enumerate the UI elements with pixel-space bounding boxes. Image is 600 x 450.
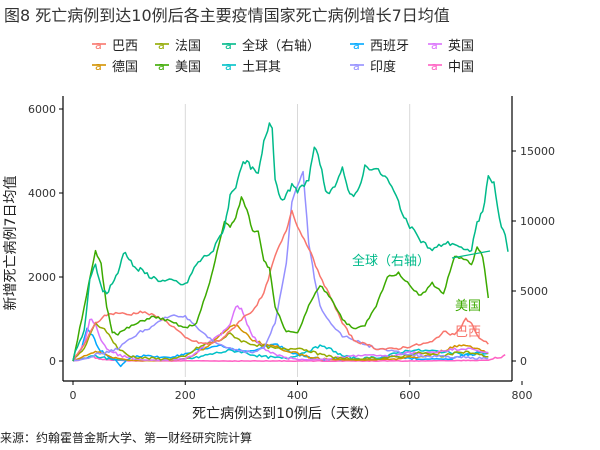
legend-glyph-india: a bbox=[353, 60, 360, 73]
series-line-usa bbox=[72, 196, 490, 362]
y-right-tick-label-10000: 10000 bbox=[520, 215, 555, 228]
legend: a 巴西 a 法国 a 全球（右轴） a 西班牙 a 英国 a 德国 a 美国 a 土耳其 a 印度 a 中国 bbox=[92, 38, 474, 75]
annotation-leader-global bbox=[451, 250, 491, 259]
annotation-usa: 美国 bbox=[455, 299, 481, 314]
y-left-tick-label-2000: 2000 bbox=[28, 271, 56, 284]
legend-label-turkey: 土耳其 bbox=[242, 60, 281, 75]
chart-title: 图8 死亡病例到达10例后各主要疫情国家死亡病例增长7日均值 bbox=[4, 6, 450, 25]
legend-glyph-france: a bbox=[158, 39, 165, 52]
legend-item-france: a 法国 bbox=[155, 39, 201, 54]
legend-item-turkey: a 土耳其 bbox=[222, 60, 281, 75]
x-axis-title: 死亡病例达到10例后（天数） bbox=[192, 406, 378, 422]
legend-item-india: a 印度 bbox=[350, 59, 396, 75]
axes: 0 200 400 600 800 0 2000 4000 6000 0 5000 10000 1500… bbox=[3, 96, 555, 422]
legend-label-global: 全球（右轴） bbox=[242, 38, 320, 54]
series-line-global bbox=[72, 122, 509, 361]
series-line-spain bbox=[72, 327, 489, 368]
y-left-tick-label-4000: 4000 bbox=[28, 187, 56, 200]
legend-label-germany: 德国 bbox=[112, 60, 138, 75]
legend-label-uk: 英国 bbox=[448, 39, 474, 54]
series-layer bbox=[72, 122, 509, 368]
y-right-tick-label-0: 0 bbox=[520, 355, 527, 368]
x-tick-label-600: 600 bbox=[399, 389, 420, 402]
y-left-tick-label-6000: 6000 bbox=[28, 103, 56, 116]
series-line-brazil bbox=[72, 209, 489, 362]
legend-glyph-turkey: a bbox=[225, 60, 232, 73]
legend-label-brazil: 巴西 bbox=[112, 39, 138, 54]
legend-glyph-china: a bbox=[431, 60, 438, 73]
legend-glyph-spain: a bbox=[353, 39, 360, 52]
source-note: 来源：约翰霍普金斯大学、第一财经研究院计算 bbox=[0, 431, 253, 445]
legend-label-france: 法国 bbox=[175, 39, 201, 54]
legend-item-brazil: a 巴西 bbox=[92, 39, 138, 54]
legend-item-uk: a 英国 bbox=[428, 39, 474, 54]
x-tick-label-400: 400 bbox=[287, 389, 308, 402]
x-tick-label-200: 200 bbox=[175, 389, 196, 402]
legend-item-spain: a 西班牙 bbox=[350, 39, 409, 54]
series-line-india bbox=[72, 170, 489, 362]
legend-item-china: a 中国 bbox=[428, 60, 474, 75]
legend-item-global: a 全球（右轴） bbox=[222, 38, 320, 54]
y-left-tick-label-0: 0 bbox=[49, 355, 56, 368]
legend-item-germany: a 德国 bbox=[92, 60, 138, 75]
annotation-global: 全球（右轴） bbox=[352, 253, 430, 269]
series-line-france bbox=[72, 321, 489, 362]
x-tick-label-0: 0 bbox=[70, 389, 77, 402]
x-tick-label-800: 800 bbox=[512, 389, 533, 402]
legend-glyph-uk: a bbox=[431, 39, 438, 52]
series-line-uk bbox=[72, 305, 489, 362]
legend-label-spain: 西班牙 bbox=[370, 39, 409, 54]
y-right-tick-label-5000: 5000 bbox=[520, 285, 548, 298]
y-right-tick-label-15000: 15000 bbox=[520, 145, 555, 158]
legend-item-usa: a 美国 bbox=[155, 60, 201, 75]
legend-label-india: 印度 bbox=[370, 59, 396, 75]
legend-glyph-brazil: a bbox=[95, 39, 102, 52]
legend-glyph-germany: a bbox=[95, 60, 102, 73]
y-axis-title: 新增死亡病例7日均值 bbox=[3, 176, 19, 311]
legend-label-china: 中国 bbox=[448, 60, 474, 75]
annotation-brazil: 巴西 bbox=[455, 325, 481, 340]
legend-glyph-global: a bbox=[225, 39, 232, 52]
legend-glyph-usa: a bbox=[158, 60, 165, 73]
legend-label-usa: 美国 bbox=[175, 60, 201, 75]
